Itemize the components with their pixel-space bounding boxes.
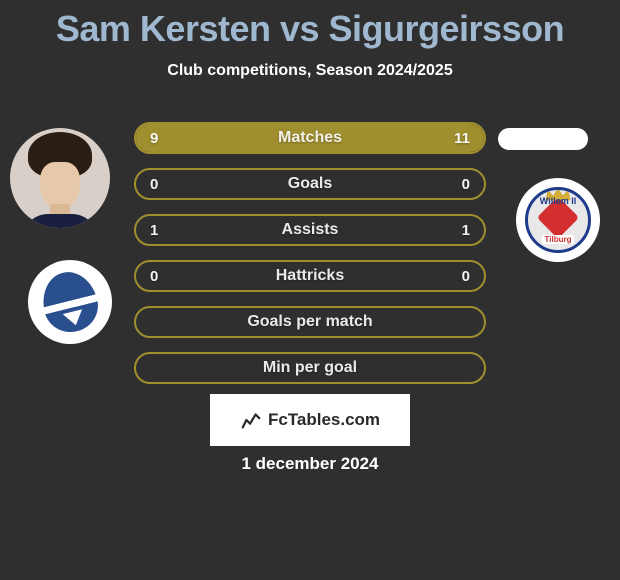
stat-row: Hattricks 0 0 (134, 260, 486, 292)
stat-value-left: 0 (150, 176, 158, 193)
stat-value-left: 9 (150, 130, 158, 147)
stat-row: Goals 0 0 (134, 168, 486, 200)
stat-label: Hattricks (276, 267, 344, 285)
watermark-text: FcTables.com (268, 410, 380, 430)
chart-icon (240, 409, 262, 431)
player-left-avatar (10, 128, 110, 228)
avatar-shirt (22, 214, 98, 228)
stat-label: Goals (288, 175, 332, 193)
stat-row: Assists 1 1 (134, 214, 486, 246)
stat-value-left: 0 (150, 268, 158, 285)
comparison-stats: Matches911Goals00Assists11Hattricks00Goa… (134, 122, 486, 384)
stat-value-right: 11 (454, 130, 470, 147)
date-label: 1 december 2024 (0, 454, 620, 474)
player-right-avatar-placeholder (498, 128, 588, 150)
stat-value-right: 1 (462, 222, 470, 239)
page-title: Sam Kersten vs Sigurgeirsson (0, 0, 620, 50)
stat-label: Min per goal (263, 359, 357, 377)
stat-row: Matches 9 11 (134, 122, 486, 154)
stat-row: Goals per match (134, 306, 486, 338)
player-left-club-badge (28, 260, 112, 344)
stat-label: Matches (278, 129, 342, 147)
stat-value-left: 1 (150, 222, 158, 239)
stat-label: Goals per match (247, 313, 372, 331)
subtitle: Club competitions, Season 2024/2025 (0, 62, 620, 80)
club-right-label-bottom: Tilburg (542, 235, 575, 244)
club-right-label-top: Willem II (540, 196, 576, 206)
stat-value-right: 0 (462, 176, 470, 193)
stat-value-right: 0 (462, 268, 470, 285)
watermark: FcTables.com (210, 394, 410, 446)
stat-row: Min per goal (134, 352, 486, 384)
avatar-face (40, 162, 80, 210)
stat-label: Assists (282, 221, 339, 239)
willem-ii-badge-icon: Willem II Tilburg (525, 187, 591, 253)
player-right-club-badge: Willem II Tilburg (516, 178, 600, 262)
heerenveen-shield-icon (37, 266, 104, 337)
